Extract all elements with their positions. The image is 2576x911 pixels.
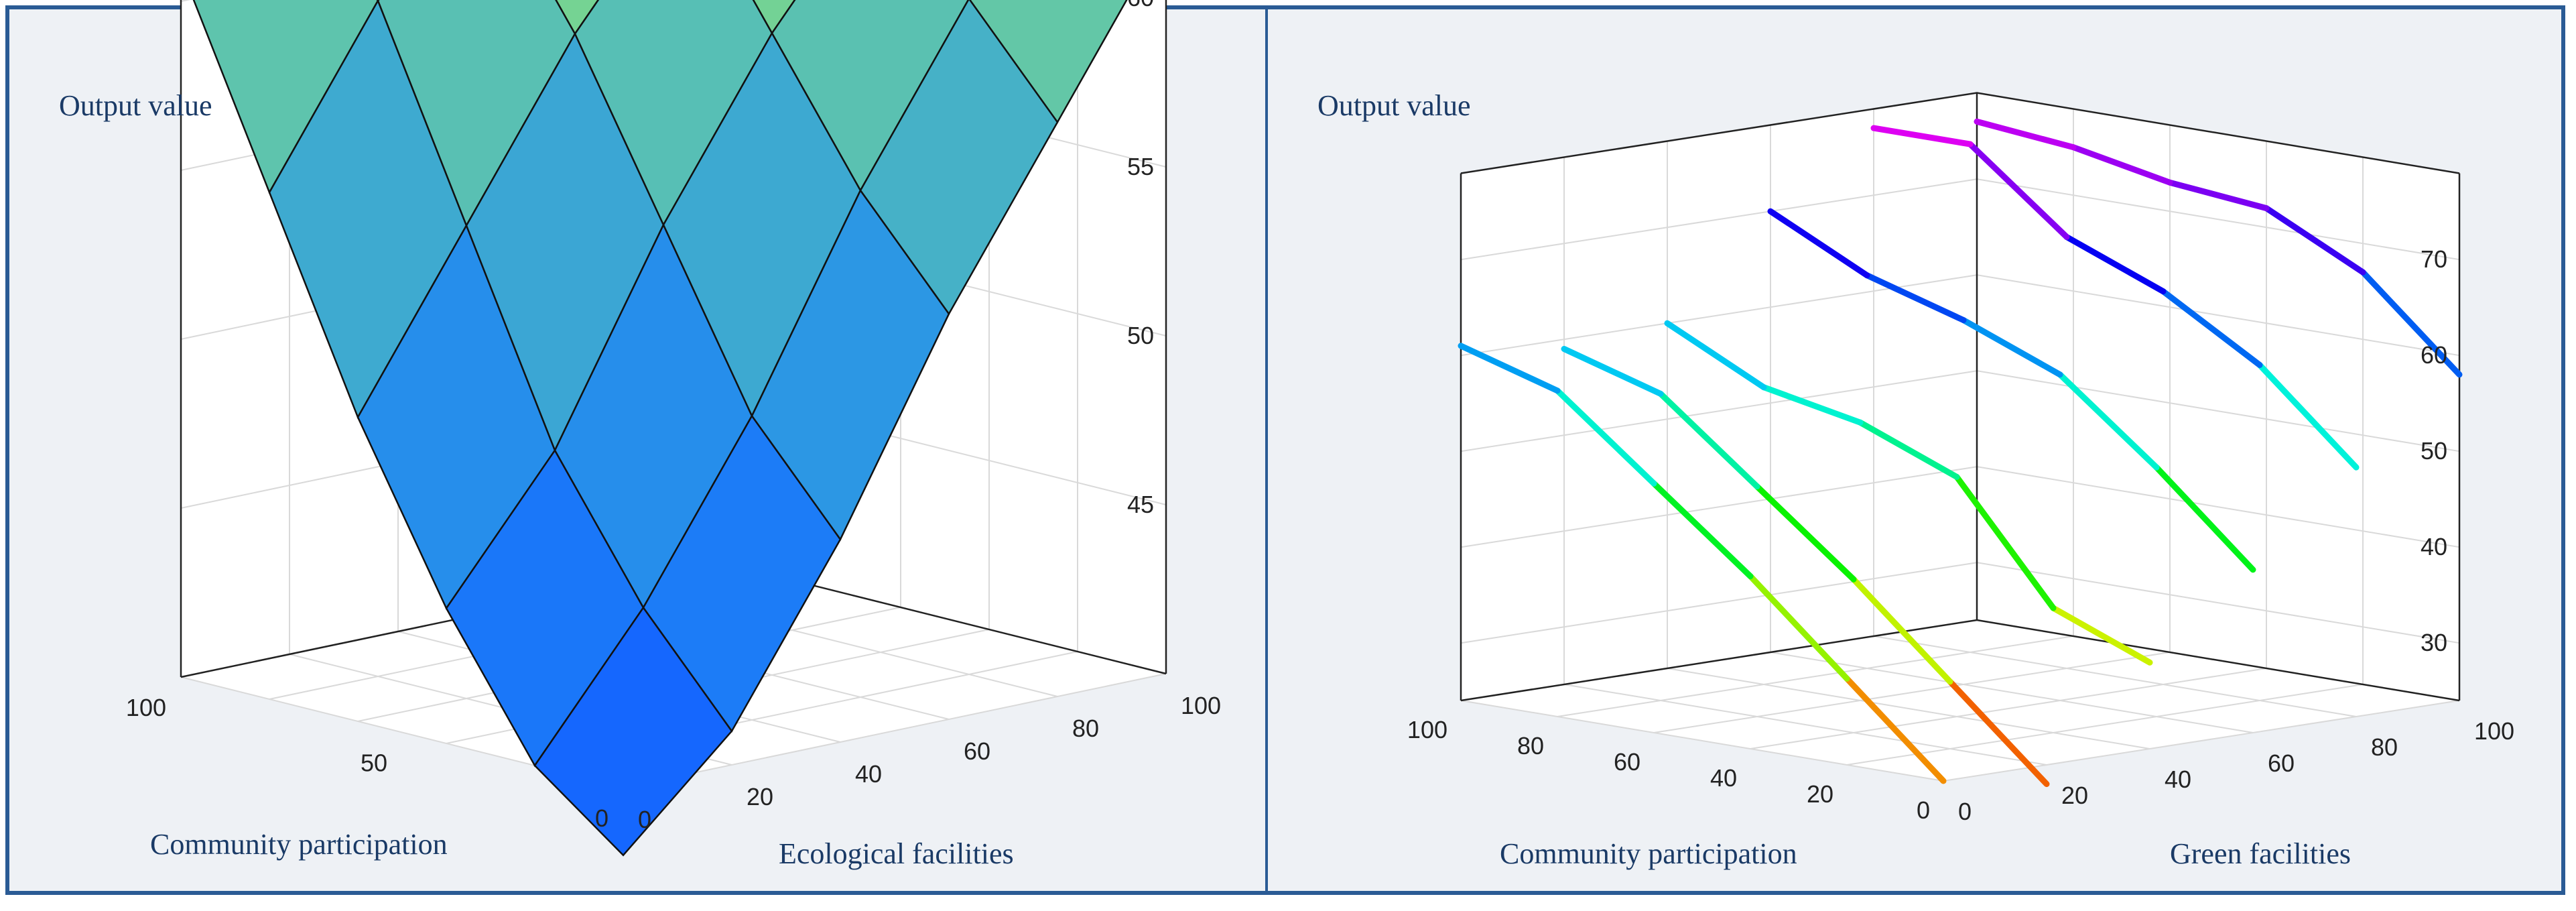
series-line <box>1974 118 2463 378</box>
series-segment <box>1767 208 1870 279</box>
grid-line <box>1667 668 2150 749</box>
x-tick-label: 50 <box>361 749 387 777</box>
panel-divider <box>1265 5 1268 895</box>
x-tick-label: 20 <box>1807 780 1833 808</box>
x-tick-label: 0 <box>1917 796 1930 824</box>
series-segment <box>1664 320 1767 391</box>
series-segment <box>2050 605 2153 666</box>
series-segment <box>1458 343 1561 394</box>
z-axis-label-right: Output value <box>1317 89 1471 122</box>
series-segment <box>1844 675 1947 784</box>
x-tick-label: 100 <box>1407 716 1447 743</box>
grid-line <box>1873 635 2357 717</box>
series-segment <box>1561 346 1664 397</box>
series-segment <box>1554 387 1657 487</box>
grid-line <box>1460 700 1944 782</box>
y-tick-label: 40 <box>855 760 882 788</box>
series-segment <box>2063 234 2167 295</box>
surface-patch <box>752 0 796 35</box>
series-line <box>1767 208 2256 573</box>
z-tick-label: 40 <box>2421 533 2447 560</box>
series-segment <box>2160 288 2263 368</box>
grid-line <box>1653 652 2171 733</box>
series-segment <box>1747 573 1850 682</box>
grid-line <box>1557 635 2074 717</box>
y-axis-label: Ecological facilities <box>779 837 1014 870</box>
series-segment <box>2070 144 2173 186</box>
x-tick-label: 60 <box>1614 748 1640 776</box>
series-segment <box>1953 474 2057 611</box>
back-wall-left <box>1461 93 1977 701</box>
y-tick-label: 80 <box>2371 733 2398 761</box>
surface-patch <box>968 0 1128 124</box>
series-segment <box>1974 118 2077 151</box>
grid-line <box>1846 684 2364 766</box>
z-tick-label: 30 <box>2421 629 2447 656</box>
series-segment <box>2153 464 2256 573</box>
series-segment <box>1850 576 1953 685</box>
grid-line <box>623 673 1167 788</box>
series-line <box>1870 125 2360 471</box>
series-segment <box>1960 317 2063 378</box>
series-line <box>1458 343 1947 784</box>
x-axis-label-right: Community participation <box>1500 837 1797 870</box>
y-tick-label: 20 <box>2061 782 2088 809</box>
series-segment <box>1754 483 1857 583</box>
y-tick-label: 0 <box>1958 798 1972 825</box>
x-tick-label: 100 <box>126 694 166 721</box>
series-segment <box>1651 480 1754 580</box>
y-tick-label: 100 <box>1181 692 1221 719</box>
y-tick-label: 0 <box>638 806 651 833</box>
surface-patch <box>859 0 1059 316</box>
y-tick-label: 60 <box>964 737 990 765</box>
y-axis-label-right: Green facilities <box>2170 837 2351 870</box>
x-tick-label: 80 <box>1517 732 1544 760</box>
series-segment <box>1870 125 1974 147</box>
z-tick-label: 55 <box>1127 153 1154 180</box>
z-tick-label: 50 <box>2421 437 2447 465</box>
y-tick-label: 40 <box>2165 766 2191 793</box>
surface-patch <box>555 0 600 36</box>
series-segment <box>1657 390 1760 490</box>
series-segment <box>2263 205 2366 276</box>
x-tick-label: 40 <box>1710 764 1737 792</box>
floor <box>1461 620 2459 781</box>
series-line <box>1561 346 2050 788</box>
z-tick-label: 70 <box>2421 245 2447 273</box>
grid-line <box>1770 652 2254 733</box>
surface-chart: 455055606570050100020406080100 Output va… <box>59 0 1221 870</box>
z-tick-label: 50 <box>1127 322 1154 349</box>
z-tick-label: 45 <box>1127 491 1154 518</box>
grid-line <box>1563 684 2047 766</box>
series-line <box>1664 320 2153 666</box>
z-tick-label: 60 <box>2421 341 2447 369</box>
z-axis-label: Output value <box>59 89 212 122</box>
y-tick-label: 100 <box>2474 717 2514 745</box>
y-tick-label: 60 <box>2268 749 2295 777</box>
x-tick-label: 0 <box>595 804 608 832</box>
x-axis-label: Community participation <box>150 828 448 861</box>
series-segment <box>1760 384 1864 426</box>
series-segment <box>2057 371 2160 471</box>
series-segment <box>2167 179 2270 212</box>
box-base-edge <box>1460 619 2460 702</box>
series-segment <box>2360 269 2463 378</box>
series-segment <box>1864 272 1967 324</box>
grid-line <box>1750 668 2267 749</box>
z-tick-label: 60 <box>1127 0 1154 11</box>
back-wall-right <box>1977 93 2459 701</box>
y-tick-label: 20 <box>747 783 773 810</box>
y-tick-label: 80 <box>1072 715 1099 742</box>
series-segment <box>1967 141 2070 240</box>
series-segment <box>2256 362 2360 471</box>
series-segment <box>1857 419 1960 480</box>
series-segment <box>1947 678 2050 788</box>
